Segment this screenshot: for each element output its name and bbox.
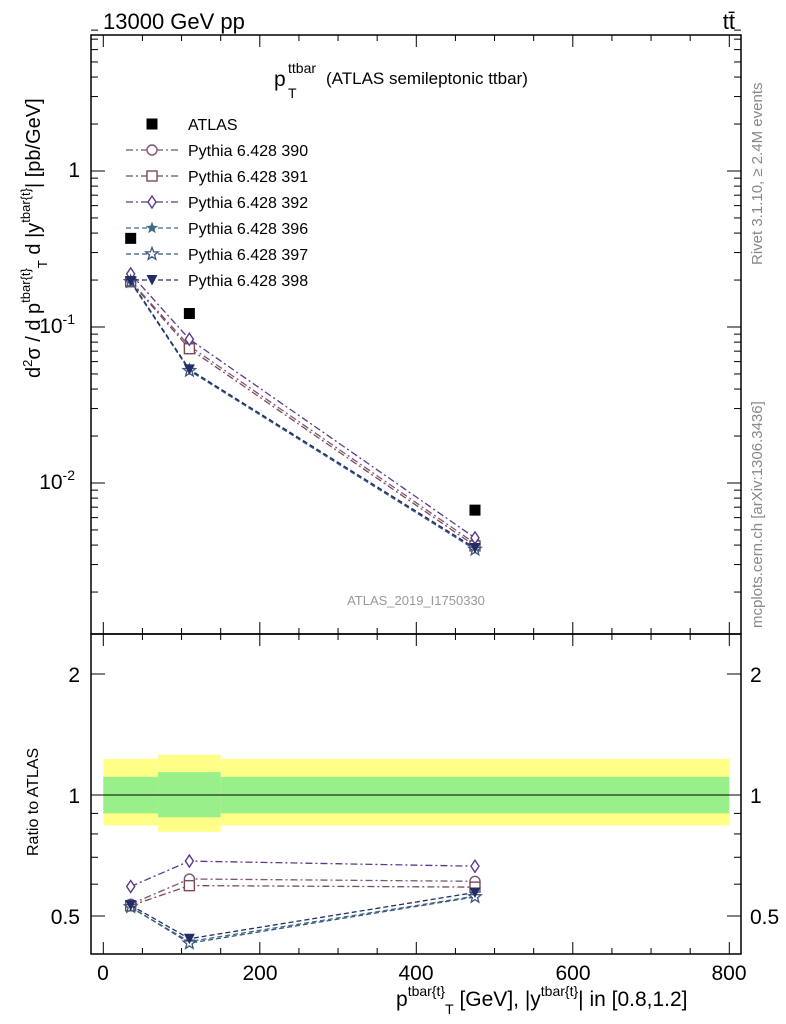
legend-marker-pythia-6-428-398	[146, 275, 158, 286]
ratio-tick-right-1: 1	[750, 785, 762, 808]
y-tick-label-0.01: 10-2	[39, 467, 75, 494]
ratio-point-pythia-6-428-398-2	[469, 887, 481, 899]
point-pythia-6-428-398-1	[183, 364, 195, 375]
legend-label-pythia-6-428-392: Pythia 6.428 392	[188, 195, 308, 212]
series-atlas	[125, 232, 481, 516]
ratio-point-pythia-6-428-398-1	[183, 933, 195, 945]
legend-marker-atlas	[146, 118, 158, 130]
plot-title: p ttbar T (ATLAS semileptonic ttbar)	[274, 60, 528, 101]
legend-item-pythia-6-428-390: Pythia 6.428 390	[126, 143, 308, 160]
series-line-pythia-6-428-396	[130, 281, 476, 551]
mcplots-label: mcplots.cern.ch [arXiv:1306.3436]	[749, 401, 766, 628]
legend-label-pythia-6-428-396: Pythia 6.428 396	[188, 221, 308, 238]
ratio-series-pythia-6-428-397	[122, 888, 483, 950]
legend-item-pythia-6-428-397: Pythia 6.428 397	[126, 245, 308, 264]
point-pythia-6-428-398-2	[469, 543, 481, 554]
point-atlas-2	[469, 504, 481, 516]
legend-item-pythia-6-428-396: Pythia 6.428 396	[126, 221, 308, 238]
legend-label-pythia-6-428-391: Pythia 6.428 391	[188, 169, 308, 186]
legend-marker-pythia-6-428-397	[144, 245, 160, 261]
series-line-pythia-6-428-390	[130, 280, 476, 544]
ratio-series-pythia-6-428-396	[124, 889, 482, 947]
ratio-tick-right-0.5: 0.5	[750, 906, 779, 929]
legend-label-pythia-6-428-390: Pythia 6.428 390	[188, 143, 308, 160]
x-axis-label: ptbar{t}T [GeV], |ytbar{t}| in [0.8,1.2]	[396, 983, 688, 1017]
ratio-point-pythia-6-428-392-0	[125, 879, 136, 894]
series-line-pythia-6-428-392	[130, 273, 476, 539]
ratio-point-pythia-6-428-392-1	[184, 853, 195, 869]
y-tick-label-1: 1	[68, 159, 80, 182]
header-right: tt̄	[723, 9, 735, 34]
ratio-series-pythia-6-428-391	[124, 879, 481, 912]
plot-title-rest: (ATLAS semileptonic ttbar)	[326, 69, 528, 88]
axis-ticks	[91, 29, 741, 954]
legend-item-atlas: ATLAS	[146, 117, 238, 134]
plot-title-main: p	[274, 68, 286, 91]
ratio-tick-left-2: 2	[68, 664, 80, 687]
legend-marker-pythia-6-428-390	[146, 144, 158, 156]
series-line-pythia-6-428-398	[130, 280, 476, 549]
x-tick-800: 800	[711, 962, 746, 985]
legend-item-pythia-6-428-398: Pythia 6.428 398	[126, 273, 308, 290]
main-y-tick-labels: 1 10-1 10-2	[39, 159, 80, 494]
x-tick-600: 600	[555, 962, 590, 985]
rivet-version-label: Rivet 3.1.10, ≥ 2.4M events	[749, 83, 766, 266]
header-left: 13000 GeV pp	[103, 9, 245, 34]
ratio-tick-right-2: 2	[750, 664, 762, 687]
ratio-series-layer	[122, 853, 483, 950]
ratio-uncertainty-bands	[91, 754, 741, 832]
point-atlas-0	[125, 232, 137, 244]
main-series-layer	[122, 232, 483, 557]
point-pythia-6-428-392-1	[184, 331, 195, 347]
series-line-pythia-6-428-397	[130, 281, 476, 551]
ratio-point-pythia-6-428-392-2	[470, 858, 480, 874]
legend-item-pythia-6-428-391: Pythia 6.428 391	[126, 169, 308, 186]
series-pythia-6-428-392	[125, 266, 480, 546]
legend: ATLAS Pythia 6.428 390 Pythia 6.428 391 Pyt…	[126, 117, 308, 290]
legend-marker-pythia-6-428-392	[147, 194, 157, 210]
series-line-pythia-6-428-391	[130, 281, 476, 547]
ratio-tick-left-0.5: 0.5	[51, 906, 80, 929]
point-pythia-6-428-398-0	[125, 276, 137, 287]
plot-title-sup: ttbar	[288, 60, 316, 76]
legend-marker-pythia-6-428-391	[146, 170, 158, 182]
x-tick-0: 0	[97, 962, 109, 985]
legend-label-pythia-6-428-397: Pythia 6.428 397	[188, 247, 308, 264]
ratio-point-pythia-6-428-398-0	[125, 900, 137, 911]
plot-title-sub: T	[288, 85, 297, 101]
point-atlas-1	[183, 308, 195, 320]
ratio-series-pythia-6-428-392	[125, 853, 480, 894]
y-axis-label-main: d2σ / d ptbar{t}T d |ytbar{t}| [pb/GeV]	[18, 98, 50, 378]
ratio-line-pythia-6-428-398	[130, 891, 476, 940]
ratio-series-pythia-6-428-398	[125, 887, 481, 945]
legend-item-pythia-6-428-392: Pythia 6.428 392	[126, 194, 308, 212]
x-tick-labels: 0 200 400 600 800	[97, 962, 746, 985]
series-pythia-6-428-390	[124, 275, 481, 550]
ratio-point-pythia-6-428-391-1	[183, 879, 196, 892]
legend-label-pythia-6-428-398: Pythia 6.428 398	[188, 273, 308, 290]
x-tick-200: 200	[242, 962, 277, 985]
legend-label-atlas: ATLAS	[188, 117, 238, 134]
y-axis-label-ratio: Ratio to ATLAS	[25, 748, 42, 856]
ratio-y-tick-labels: 2 1 0.5 2 1 0.5	[51, 664, 779, 929]
legend-marker-pythia-6-428-396	[145, 221, 159, 234]
series-pythia-6-428-398	[125, 276, 481, 554]
ratio-tick-left-1: 1	[68, 785, 80, 808]
analysis-watermark: ATLAS_2019_I1750330	[347, 593, 485, 608]
ratio-line-pythia-6-428-391	[130, 884, 476, 907]
x-tick-400: 400	[398, 962, 433, 985]
